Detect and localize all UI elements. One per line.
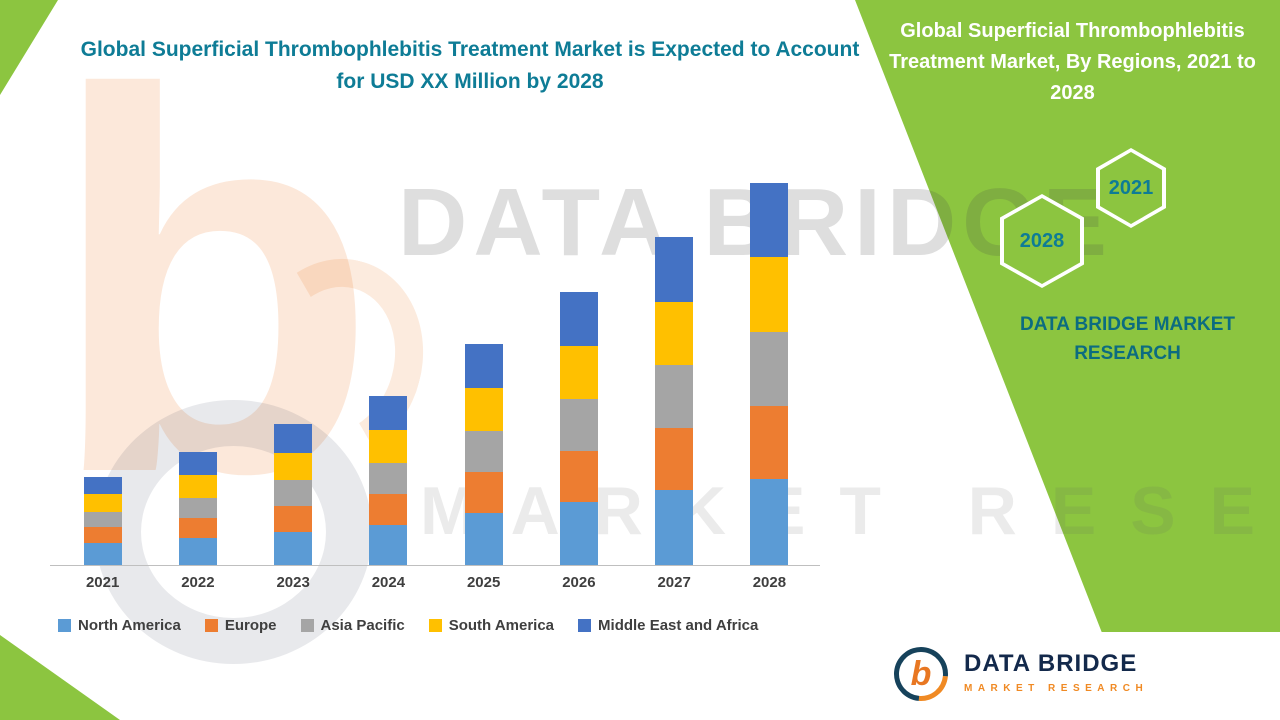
bar-segment-europe-2022 (178, 518, 217, 538)
legend-swatch-south-america (428, 619, 442, 632)
bar-2024 (369, 396, 408, 565)
bar-segment-north-america-2021 (83, 543, 122, 565)
bar-2023 (274, 424, 313, 565)
legend-swatch-north-america (58, 619, 71, 632)
hexagon-2028-label: 2028 (1019, 229, 1065, 252)
x-tick-2025: 2025 (466, 574, 501, 591)
hexagon-2021-label: 2021 (1108, 176, 1154, 199)
bar-segment-north-america-2025 (464, 513, 503, 565)
legend-item-south-america: South America (428, 617, 555, 634)
legend-swatch-europe (204, 619, 218, 632)
bar-segment-middle-east-and-africa-2023 (274, 424, 313, 453)
bar-2028 (750, 183, 789, 565)
x-tick-2026: 2026 (562, 574, 596, 591)
bar-segment-middle-east-and-africa-2028 (750, 183, 789, 257)
bar-segment-europe-2026 (559, 451, 598, 502)
bar-segment-asia-pacific-2027 (655, 365, 694, 428)
legend-item-north-america: North America (58, 617, 181, 634)
bar-segment-north-america-2024 (369, 525, 408, 565)
x-tick-2028: 2028 (752, 574, 787, 591)
legend: North America Europe Asia Pacific South Ame… (58, 617, 758, 634)
bar-segment-north-america-2028 (750, 479, 789, 565)
side-panel-title: Global Superficial Thrombophlebitis Trea… (889, 20, 1256, 104)
footer-logo-text-block: DATA BRIDGE MARKET RESEARCH (964, 650, 1148, 694)
bar-segment-europe-2028 (750, 406, 789, 479)
bar-segment-asia-pacific-2025 (464, 431, 503, 472)
bar-segment-asia-pacific-2026 (559, 399, 598, 451)
x-tick-2024: 2024 (371, 574, 406, 591)
bar-segment-south-america-2022 (178, 475, 217, 498)
bar-segment-south-america-2025 (464, 388, 503, 431)
side-panel-brand-text: DATA BRIDGE MARKET RESEARCH (1020, 314, 1235, 365)
bar-segment-north-america-2027 (655, 490, 694, 565)
bar-segment-middle-east-and-africa-2027 (655, 237, 694, 302)
bar-segment-europe-2023 (274, 506, 313, 532)
bar-segment-south-america-2028 (750, 257, 789, 332)
bar-segment-north-america-2022 (178, 538, 217, 565)
legend-label-middle-east-and-africa: Middle East and Africa (598, 617, 759, 634)
footer-brand-name: DATA BRIDGE (964, 650, 1138, 677)
legend-swatch-asia-pacific (300, 619, 314, 632)
legend-swatch-middle-east-and-africa (578, 619, 592, 632)
legend-label-south-america: South America (448, 617, 555, 634)
legend-item-middle-east-and-africa: Middle East and Africa (578, 617, 758, 634)
bar-segment-north-america-2026 (559, 502, 598, 565)
chart-title: Global Superficial Thrombophlebitis Trea… (80, 38, 860, 93)
bar-segment-europe-2027 (655, 428, 694, 490)
legend-label-europe: Europe (224, 617, 277, 634)
logo-b-glyph: b (910, 654, 932, 693)
bar-segment-europe-2024 (369, 494, 408, 525)
bar-segment-middle-east-and-africa-2021 (83, 477, 122, 494)
bar-segment-asia-pacific-2021 (83, 512, 122, 527)
green-corner-bottom-left (0, 635, 120, 720)
legend-label-asia-pacific: Asia Pacific (320, 617, 405, 634)
bar-segment-south-america-2021 (83, 494, 122, 512)
bar-segment-middle-east-and-africa-2026 (559, 292, 598, 346)
bar-segment-europe-2025 (464, 472, 503, 513)
legend-item-europe: Europe (204, 617, 277, 634)
bar-segment-south-america-2026 (559, 346, 598, 399)
bar-segment-south-america-2024 (369, 430, 408, 463)
bar-2027 (655, 237, 694, 565)
bar-segment-north-america-2023 (274, 532, 313, 565)
bar-2022 (178, 452, 217, 565)
bar-segment-asia-pacific-2023 (274, 480, 313, 506)
plot-area (55, 160, 817, 565)
bar-2025 (464, 344, 503, 565)
bar-2021 (83, 477, 122, 565)
data-bridge-logo-icon: b (882, 635, 960, 713)
bar-segment-middle-east-and-africa-2025 (464, 344, 503, 388)
bar-segment-middle-east-and-africa-2022 (178, 452, 217, 475)
legend-label-north-america: North America (78, 617, 181, 634)
bar-segment-asia-pacific-2022 (178, 498, 217, 518)
legend-item-asia-pacific: Asia Pacific (300, 617, 405, 634)
x-tick-2022: 2022 (181, 574, 215, 591)
x-tick-2027: 2027 (657, 574, 691, 591)
hexagon-2021-fill (1100, 152, 1162, 224)
bar-segment-asia-pacific-2024 (369, 463, 408, 494)
x-axis-labels: 2021 2022 2023 2024 2025 2026 2027 2028 (55, 574, 817, 591)
footer-logo-card: b DATA BRIDGE MARKET RESEARCH (868, 632, 1280, 720)
x-tick-2021: 2021 (85, 574, 120, 591)
x-axis-line (50, 565, 820, 566)
bar-segment-south-america-2027 (655, 302, 694, 365)
x-tick-2023: 2023 (276, 574, 310, 591)
bar-segment-south-america-2023 (274, 453, 313, 480)
bar-segment-europe-2021 (83, 527, 122, 543)
bar-segment-middle-east-and-africa-2024 (369, 396, 408, 430)
footer-brand-subtext: MARKET RESEARCH (964, 683, 1149, 694)
bar-segment-asia-pacific-2028 (750, 332, 789, 406)
bar-2026 (559, 292, 598, 565)
